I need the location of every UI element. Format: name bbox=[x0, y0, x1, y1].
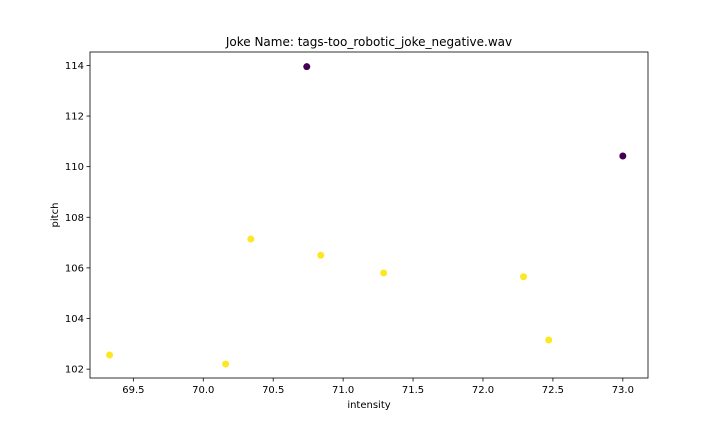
scatter-point bbox=[520, 273, 528, 281]
x-axis-ticks: 69.5 70.0 70.5 71.0 71.5 72.0 72.5 73.0 bbox=[122, 378, 634, 396]
scatter-point bbox=[303, 63, 311, 71]
y-tick-label: 110 bbox=[65, 162, 84, 173]
x-tick-label: 71.5 bbox=[402, 385, 424, 396]
scatter-point bbox=[619, 152, 627, 160]
scatter-point bbox=[545, 336, 553, 344]
scatter-point bbox=[222, 360, 230, 368]
x-axis-label: intensity bbox=[347, 400, 390, 411]
x-tick-label: 70.0 bbox=[192, 385, 214, 396]
chart-title: Joke Name: tags-too_robotic_joke_negativ… bbox=[225, 35, 512, 49]
scatter-point bbox=[106, 351, 114, 359]
y-tick-label: 112 bbox=[65, 112, 84, 123]
x-tick-label: 69.5 bbox=[122, 385, 144, 396]
x-tick-label: 71.0 bbox=[332, 385, 354, 396]
y-tick-label: 108 bbox=[65, 213, 84, 224]
scatter-point bbox=[247, 235, 255, 243]
y-tick-label: 106 bbox=[65, 263, 84, 274]
x-tick-label: 73.0 bbox=[612, 385, 634, 396]
scatter-point bbox=[317, 251, 325, 259]
scatter-point bbox=[380, 269, 388, 277]
plot-frame bbox=[89, 51, 649, 379]
y-tick-label: 104 bbox=[65, 314, 84, 325]
y-axis-label: pitch bbox=[50, 203, 61, 228]
x-tick-label: 70.5 bbox=[262, 385, 284, 396]
y-tick-label: 114 bbox=[65, 61, 84, 72]
y-axis-ticks: 102 104 106 108 110 112 114 bbox=[65, 61, 90, 376]
x-tick-label: 72.0 bbox=[472, 385, 494, 396]
scatter-points bbox=[106, 63, 627, 368]
x-tick-label: 72.5 bbox=[542, 385, 564, 396]
y-tick-label: 102 bbox=[65, 365, 84, 376]
